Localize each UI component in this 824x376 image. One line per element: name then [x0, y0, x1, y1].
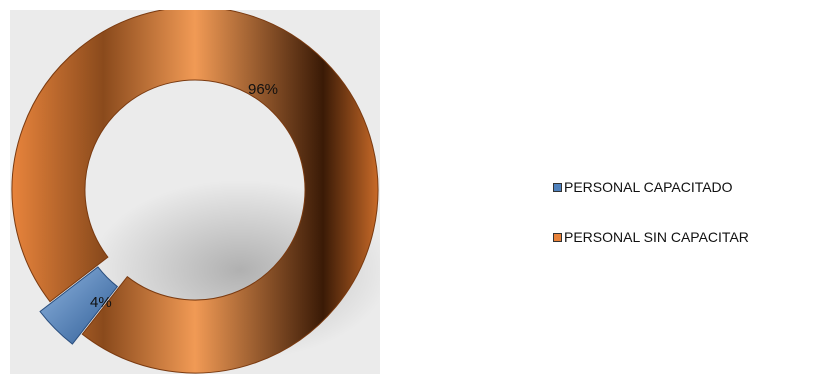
slice-capacitado	[39, 266, 119, 345]
legend-swatch-capacitado	[553, 182, 562, 192]
legend-label-capacitado: PERSONAL CAPACITADO	[564, 179, 733, 195]
data-label-sin-capacitar: 96%	[248, 81, 278, 98]
legend-item-capacitado: PERSONAL CAPACITADO	[553, 177, 823, 197]
slice-sin-capacitar	[11, 10, 379, 374]
doughnut-chart: 4% 96%	[11, 10, 380, 374]
legend-label-sin-capacitar: PERSONAL SIN CAPACITAR	[564, 229, 749, 245]
legend-item-sin-capacitar: PERSONAL SIN CAPACITAR	[553, 227, 823, 247]
chart-plot-area: 4% 96%	[10, 10, 380, 374]
legend-swatch-sin-capacitar	[553, 232, 562, 242]
data-label-capacitado: 4%	[90, 294, 112, 311]
legend: PERSONAL CAPACITADO PERSONAL SIN CAPACIT…	[553, 177, 823, 277]
